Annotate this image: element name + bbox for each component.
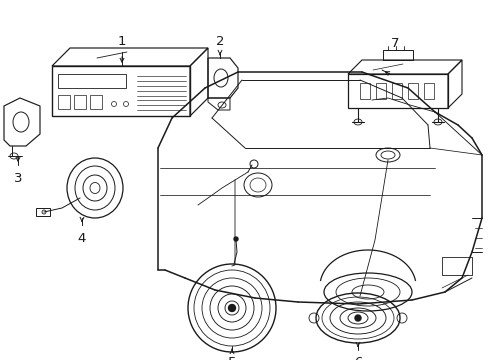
Bar — [74, 95, 86, 109]
Circle shape — [354, 315, 360, 321]
Text: 3: 3 — [14, 172, 22, 185]
Text: 4: 4 — [78, 232, 86, 245]
Bar — [391, 83, 401, 99]
Text: 7: 7 — [390, 37, 398, 50]
Bar — [359, 83, 369, 99]
Bar — [36, 208, 50, 216]
Bar — [407, 83, 417, 99]
Circle shape — [234, 237, 238, 241]
Bar — [58, 95, 70, 109]
Circle shape — [228, 305, 235, 311]
Text: 1: 1 — [118, 35, 126, 48]
Bar — [52, 66, 190, 116]
Bar — [90, 95, 102, 109]
Bar — [347, 74, 447, 108]
Text: 6: 6 — [353, 356, 362, 360]
Bar — [441, 257, 471, 275]
Text: 2: 2 — [215, 35, 224, 48]
Text: 5: 5 — [227, 356, 236, 360]
Bar — [423, 83, 433, 99]
Bar — [375, 83, 385, 99]
Bar — [382, 50, 412, 60]
Bar — [58, 74, 126, 88]
